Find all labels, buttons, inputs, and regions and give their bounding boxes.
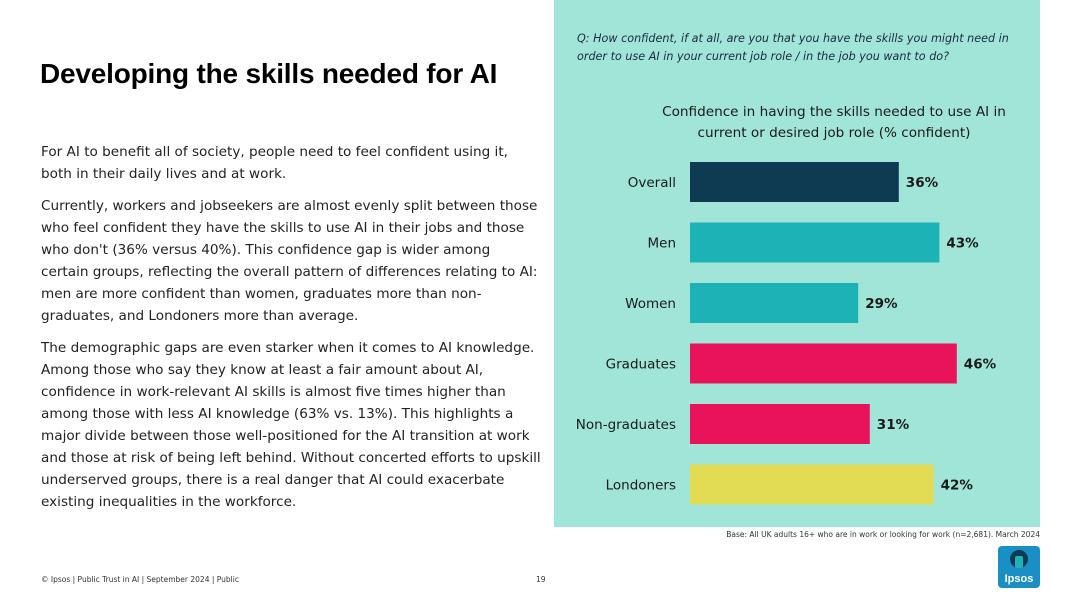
bar-men bbox=[690, 222, 940, 263]
page-title: Developing the skills needed for AI bbox=[40, 58, 498, 89]
chart-title: Confidence in having the skills needed t… bbox=[662, 104, 1006, 141]
value-label-women: 29% bbox=[865, 296, 898, 312]
category-label-women: Women bbox=[625, 296, 676, 312]
survey-question: Q: How confident, if at all, are you tha… bbox=[577, 32, 1009, 63]
footer-text: © Ipsos | Public Trust in AI | September… bbox=[41, 575, 239, 584]
value-label-overall: 36% bbox=[906, 175, 939, 191]
bar-chart: Overall 36% Men 43% Women 29% Graduates 46% Non-… bbox=[576, 162, 997, 505]
ipsos-logo: Ipsos bbox=[998, 546, 1040, 588]
category-label-overall: Overall bbox=[628, 175, 676, 191]
value-label-graduates: 46% bbox=[964, 357, 997, 373]
bar-graduates bbox=[690, 343, 957, 384]
body-text: For AI to benefit all of society, people… bbox=[41, 141, 541, 523]
base-note: Base: All UK adults 16+ who are in work … bbox=[726, 530, 1040, 539]
bar-londoners bbox=[690, 464, 934, 505]
paragraph-knowledge-gap: The demographic gaps are even starker wh… bbox=[41, 340, 541, 510]
logo-wordmark: Ipsos bbox=[1005, 573, 1034, 585]
bar-non-graduates bbox=[690, 404, 870, 444]
value-label-non-graduates: 31% bbox=[877, 417, 910, 433]
value-label-londoners: 42% bbox=[941, 478, 974, 494]
paragraph-confidence-gap: Currently, workers and jobseekers are al… bbox=[41, 198, 538, 324]
bar-overall bbox=[690, 162, 899, 202]
bar-women bbox=[690, 283, 859, 323]
category-label-londoners: Londoners bbox=[606, 478, 676, 494]
paragraph-intro: For AI to benefit all of society, people… bbox=[41, 144, 508, 182]
category-label-graduates: Graduates bbox=[606, 357, 676, 373]
chart-panel: Q: How confident, if at all, are you tha… bbox=[554, 0, 1040, 527]
page-number: 19 bbox=[536, 575, 546, 584]
category-label-non-graduates: Non-graduates bbox=[576, 417, 676, 433]
value-label-men: 43% bbox=[946, 236, 979, 252]
category-label-men: Men bbox=[647, 236, 676, 252]
